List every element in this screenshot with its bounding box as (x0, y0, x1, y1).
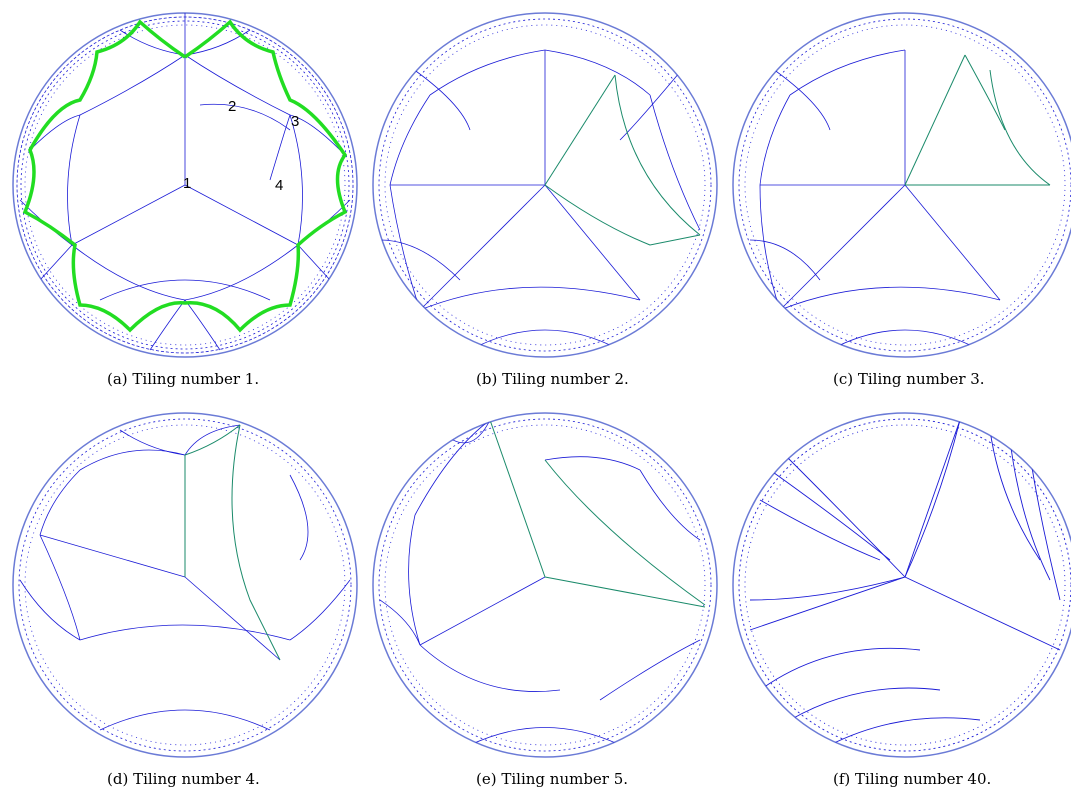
vertex-label-2: 2 (228, 98, 236, 115)
tiling-lines (18, 418, 352, 752)
caption-a: (a) Tiling number 1. (107, 370, 260, 388)
highlight-path (904, 54, 1051, 186)
tiling-lines (738, 418, 1071, 752)
caption-e: (e) Tiling number 5. (476, 770, 629, 788)
highlight-path (489, 419, 706, 608)
disk-panel-d (12, 412, 358, 758)
highlight-polygon (22, 19, 348, 333)
highlight-path (184, 424, 281, 661)
caption-c: (c) Tiling number 3. (833, 370, 985, 388)
disk-panel-e (372, 412, 718, 758)
disk-boundary (12, 412, 358, 758)
disk-boundary (372, 412, 718, 758)
disk-panel-a: 1 2 3 4 (12, 12, 358, 358)
caption-b: (b) Tiling number 2. (476, 370, 629, 388)
vertex-label-1: 1 (183, 175, 191, 192)
disk-panel-f (732, 412, 1071, 758)
vertex-label-3: 3 (291, 113, 299, 130)
caption-f: (f) Tiling number 40. (833, 770, 992, 788)
tiling-lines (378, 18, 712, 352)
tiling-lines (738, 18, 1071, 352)
tiling-lines (378, 418, 712, 752)
caption-d: (d) Tiling number 4. (107, 770, 260, 788)
tiling-lines (16, 13, 354, 354)
vertex-label-4: 4 (275, 177, 283, 194)
disk-panel-c (732, 12, 1071, 358)
disk-panel-b (372, 12, 718, 358)
disk-boundary (732, 412, 1071, 758)
highlight-path (544, 74, 701, 246)
